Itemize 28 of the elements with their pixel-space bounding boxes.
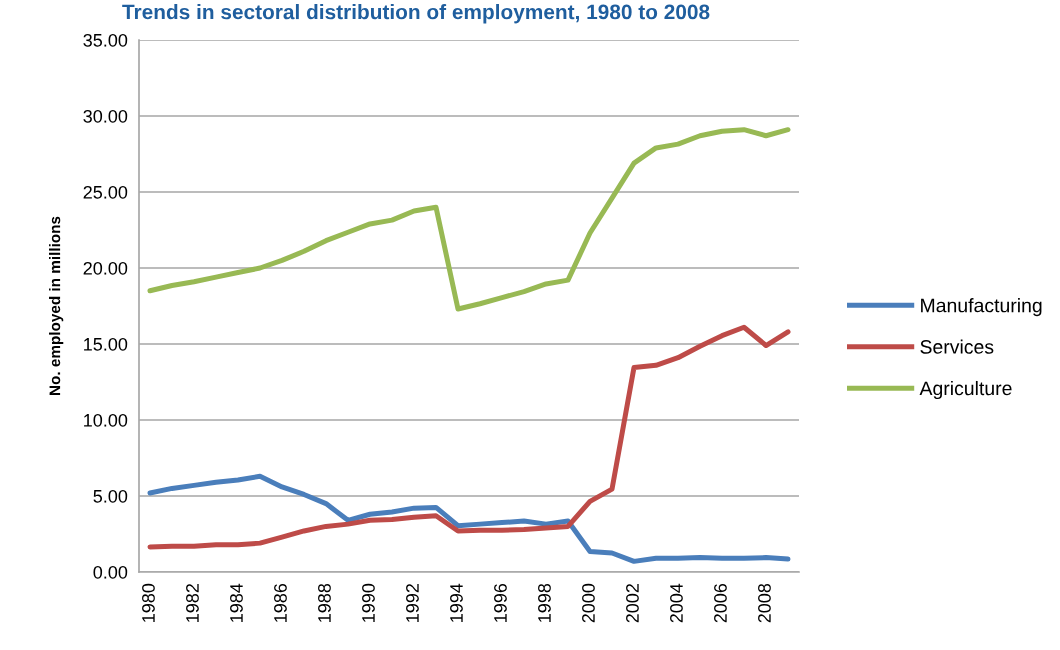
y-tick-label: 10.00 <box>84 413 128 427</box>
y-tick-label: 20.00 <box>83 261 128 275</box>
y-tick-label: 0.00 <box>93 565 128 579</box>
y-tick-label: 15.00 <box>84 337 128 351</box>
x-tick-label: 2002 <box>626 584 639 623</box>
legend-label: Services <box>920 339 994 354</box>
x-tick-label: 1986 <box>274 583 287 622</box>
x-tick-label: 2000 <box>582 583 595 623</box>
x-tick-label: 1992 <box>406 584 419 622</box>
x-tick-label: 1994 <box>450 583 463 622</box>
y-tick-label: 30.00 <box>83 109 128 123</box>
legend-label: Agriculture <box>919 380 1012 400</box>
y-tick-label: 5.00 <box>93 489 128 503</box>
x-tick-label: 2004 <box>670 583 683 623</box>
x-tick-label: 1984 <box>230 583 243 622</box>
y-tick-label: 35.00 <box>83 33 128 47</box>
x-tick-label: 1998 <box>538 583 551 622</box>
x-tick-label: 1982 <box>186 584 199 622</box>
x-tick-label: 2006 <box>714 583 727 623</box>
y-axis-title: No. employed in millions <box>49 216 64 395</box>
x-tick-label: 1996 <box>494 583 507 622</box>
x-tick-label: 1988 <box>318 583 331 622</box>
x-tick-label: 1990 <box>362 583 375 622</box>
y-tick-label: 25.00 <box>83 185 128 199</box>
x-tick-label: 1980 <box>142 583 155 622</box>
legend-label: Manufacturing <box>921 298 1042 317</box>
x-tick-label: 2008 <box>758 583 771 623</box>
chart-title: Trends in sectoral distribution of employment, 1980 to 2008 <box>122 4 710 24</box>
